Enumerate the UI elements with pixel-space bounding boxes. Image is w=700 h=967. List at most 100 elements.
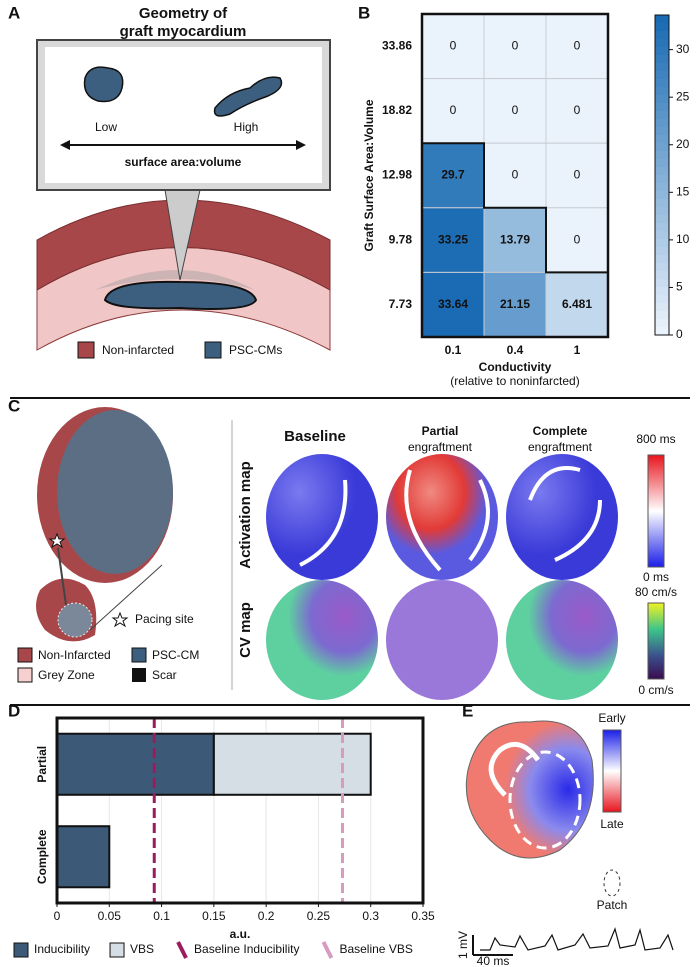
scale-label: 80 cm/s — [635, 585, 677, 599]
legend-label: Non-Infarcted — [38, 648, 111, 662]
legend-swatch — [17, 667, 33, 683]
cell-label: 33.25 — [438, 232, 468, 246]
zoom-circle — [57, 602, 93, 638]
colorbar-step — [655, 95, 669, 104]
heat-cell — [421, 207, 485, 273]
colorbar-step — [655, 223, 669, 232]
colorbar-step — [655, 239, 669, 248]
cell-label: 33.64 — [438, 297, 468, 311]
colorbar-step — [655, 127, 669, 136]
colorbar-step — [655, 215, 669, 224]
colorbar-step — [655, 199, 669, 208]
colorbar-step — [655, 255, 669, 264]
colorbar-tick-label: 0 — [676, 327, 683, 341]
column-subtitle: engraftment — [528, 440, 593, 454]
heat-cell — [545, 142, 609, 209]
heart-e — [465, 720, 594, 859]
colorbar-step — [655, 175, 669, 184]
x-tick-label: 0.1 — [153, 909, 170, 923]
legend-swatch — [17, 647, 33, 663]
patch-icon — [603, 869, 621, 897]
colorbar — [647, 454, 665, 568]
colorbar-step — [655, 15, 669, 24]
cell-label: 0 — [512, 38, 519, 52]
colorbar-step — [655, 71, 669, 80]
colorbar-step — [655, 271, 669, 280]
cell-label: 13.79 — [500, 232, 530, 246]
wave-arrow — [528, 466, 602, 562]
colorbar-step — [655, 287, 669, 296]
y-tick-label: Complete — [35, 829, 49, 884]
x-tick-label: 0.05 — [98, 909, 122, 923]
panel-label: A — [8, 3, 20, 22]
bar-segment — [212, 732, 372, 796]
x-tick-label: 0.2 — [258, 909, 275, 923]
colorbar-step — [655, 207, 669, 216]
colorbar-step — [655, 295, 669, 304]
cell-label: 0 — [574, 38, 581, 52]
heat-cell — [483, 142, 547, 209]
heat-cell — [483, 207, 547, 273]
colorbar-step — [655, 87, 669, 96]
cell-label: 0 — [574, 103, 581, 117]
colorbar-tick-label: 30 — [676, 42, 690, 56]
cv-map — [386, 580, 498, 700]
colorbar-step — [655, 263, 669, 272]
patch-label: Patch — [597, 898, 628, 912]
heat-cell — [421, 78, 485, 144]
colorbar-step — [655, 247, 669, 256]
scale-label: Early — [598, 711, 625, 725]
x-axis-sublabel: (relative to noninfarcted) — [450, 374, 579, 388]
axis-label: surface area:volume — [125, 155, 242, 169]
activation-map — [506, 454, 618, 580]
bar-segment — [56, 825, 111, 889]
colorbar-step — [655, 23, 669, 32]
legend-swatch — [13, 942, 29, 958]
colorbar-tick-label: 20 — [676, 137, 690, 151]
cell-label: 0 — [512, 168, 519, 182]
row-label: Activation map — [237, 461, 254, 569]
zoom-line — [57, 547, 67, 606]
legend-label: Grey Zone — [38, 668, 95, 682]
heat-cell — [483, 271, 547, 338]
scale-label: 800 ms — [636, 432, 675, 446]
column-title: Complete — [533, 424, 588, 438]
colorbar-step — [655, 231, 669, 240]
cell-label: 0 — [450, 103, 457, 117]
pacing-label: Pacing site — [135, 612, 194, 626]
legend-swatch — [132, 668, 146, 682]
y-tick-label: 12.98 — [382, 168, 412, 182]
panel-label: C — [8, 396, 20, 415]
graft-shadow — [95, 270, 255, 290]
colorbar-step — [655, 303, 669, 312]
legend-line — [321, 941, 334, 959]
zoom-line — [89, 564, 163, 631]
column-title: Baseline — [284, 428, 346, 445]
cell-label: 29.7 — [441, 168, 465, 182]
colorbar-step — [655, 183, 669, 192]
panel-label: E — [462, 701, 473, 720]
legend-label: Scar — [152, 668, 177, 682]
x-tick-label: 0.25 — [307, 909, 331, 923]
colorbar-step — [655, 31, 669, 40]
x-tick-label: 0.35 — [411, 909, 435, 923]
colorbar-step — [655, 311, 669, 320]
colorbar-step — [655, 103, 669, 112]
activation-map — [266, 454, 378, 580]
legend-label: Baseline VBS — [339, 942, 412, 956]
y-tick-label: 7.73 — [389, 297, 413, 311]
heat-cell — [421, 13, 485, 80]
ecg-trace — [480, 927, 674, 951]
cv-map — [266, 580, 378, 700]
colorbar — [602, 729, 622, 813]
row-label: CV map — [237, 602, 254, 658]
colorbar-step — [655, 191, 669, 200]
colorbar-step — [655, 159, 669, 168]
colorbar-step — [655, 47, 669, 56]
colorbar-step — [655, 151, 669, 160]
scale-label: 1 mV — [456, 931, 470, 959]
bar-segment — [56, 732, 215, 796]
scale-label: Late — [600, 817, 624, 831]
panel-label: B — [358, 3, 370, 22]
